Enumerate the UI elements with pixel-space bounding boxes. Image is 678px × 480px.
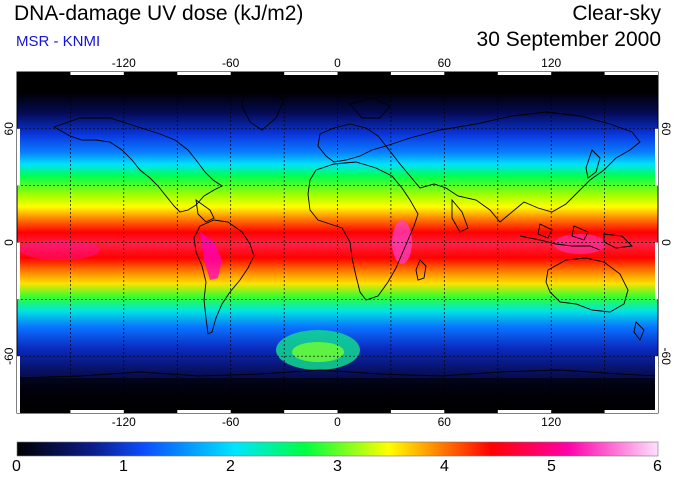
- colorbar-label: 6: [653, 458, 662, 475]
- new-zealand-coast: [633, 321, 645, 341]
- lon-tick-top: 0: [334, 56, 341, 70]
- andes-highlight: [200, 232, 222, 280]
- indonesia-coast: [519, 235, 601, 251]
- antarctica-coast: [17, 369, 658, 379]
- colorbar-label: 5: [547, 458, 556, 475]
- south-america-coast: [193, 219, 255, 335]
- lat-tick-left: 60: [2, 122, 16, 136]
- lon-tick-bottom: 0: [334, 415, 341, 429]
- australia-coast: [545, 257, 629, 313]
- lon-tick-top: 120: [541, 56, 561, 70]
- japan-coast: [585, 149, 601, 179]
- uv-local-features: [17, 220, 658, 413]
- lat-tick-right: 60: [659, 122, 673, 136]
- lat-tick-right: 0: [659, 239, 673, 246]
- madagascar-coast: [415, 259, 427, 281]
- sky-condition-label: Clear-sky: [572, 2, 661, 25]
- greenland-coast: [241, 89, 285, 131]
- colorbar-label: 0: [12, 458, 21, 475]
- colorbar-label: 1: [119, 458, 128, 475]
- lon-tick-bottom: -60: [222, 415, 240, 429]
- colorbar-label: 4: [440, 458, 449, 475]
- lon-tick-top: 60: [438, 56, 452, 70]
- colorbar-label: 2: [226, 458, 235, 475]
- lon-tick-bottom: -120: [112, 415, 136, 429]
- map-title: DNA-damage UV dose (kJ/m2): [14, 2, 304, 25]
- coastlines: [17, 89, 658, 379]
- colorbar: [17, 442, 658, 456]
- asia-coast: [385, 111, 641, 223]
- date-label: 30 September 2000: [476, 28, 661, 51]
- africa-coast: [307, 161, 419, 301]
- maritime-continent-highlight: [554, 234, 606, 254]
- lon-tick-bottom: 60: [438, 415, 452, 429]
- east-africa-highlight: [392, 220, 412, 264]
- lat-tick-right: -60: [659, 348, 673, 366]
- europe-coast: [317, 123, 387, 163]
- lon-tick-top: -120: [112, 56, 136, 70]
- graticule: [17, 72, 658, 413]
- lon-tick-bottom: 120: [541, 415, 561, 429]
- north-america-coast: [52, 117, 223, 213]
- frame-ticks: [17, 72, 658, 413]
- lat-tick-left: 0: [2, 239, 16, 246]
- india-coast: [451, 198, 469, 233]
- lat-tick-left: -60: [2, 347, 16, 365]
- colorbar-label: 3: [333, 458, 342, 475]
- source-label: MSR - KNMI: [16, 33, 101, 50]
- lon-tick-top: -60: [222, 56, 240, 70]
